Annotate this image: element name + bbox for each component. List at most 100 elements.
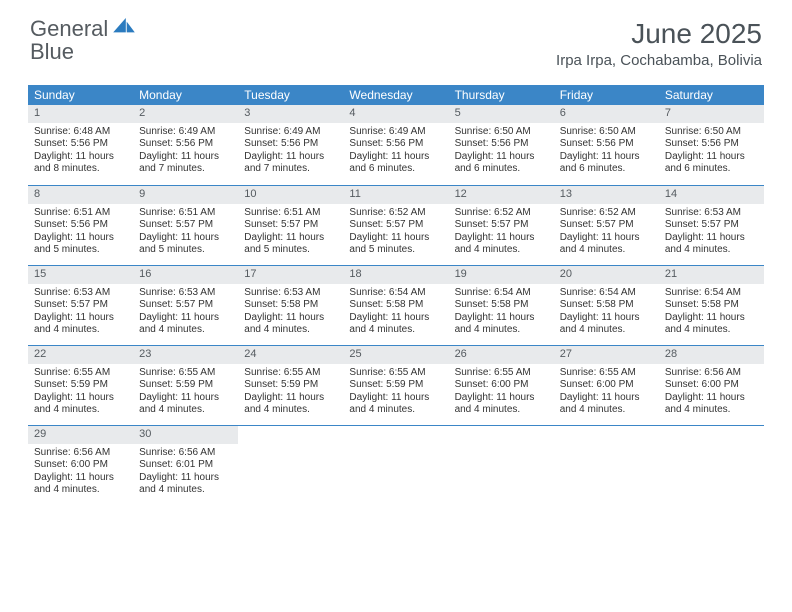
day-cell: 2Sunrise: 6:49 AMSunset: 5:56 PMDaylight… (133, 105, 238, 185)
daylight-text: Daylight: 11 hours and 4 minutes. (139, 472, 232, 497)
location: Irpa Irpa, Cochabamba, Bolivia (556, 52, 762, 69)
day-cell: 3Sunrise: 6:49 AMSunset: 5:56 PMDaylight… (238, 105, 343, 185)
day-cell: 29Sunrise: 6:56 AMSunset: 6:00 PMDayligh… (28, 426, 133, 505)
sunset-text: Sunset: 6:01 PM (139, 459, 232, 472)
logo-text: General Blue (30, 18, 135, 64)
day-body: Sunrise: 6:52 AMSunset: 5:57 PMDaylight:… (554, 204, 659, 263)
day-cell: 8Sunrise: 6:51 AMSunset: 5:56 PMDaylight… (28, 186, 133, 265)
day-body: Sunrise: 6:52 AMSunset: 5:57 PMDaylight:… (343, 204, 448, 263)
sunrise-text: Sunrise: 6:50 AM (665, 126, 758, 139)
day-number: 2 (133, 105, 238, 123)
sunrise-text: Sunrise: 6:55 AM (244, 367, 337, 380)
day-body: Sunrise: 6:52 AMSunset: 5:57 PMDaylight:… (449, 204, 554, 263)
sunrise-text: Sunrise: 6:54 AM (455, 287, 548, 300)
day-cell: 1Sunrise: 6:48 AMSunset: 5:56 PMDaylight… (28, 105, 133, 185)
day-cell: 6Sunrise: 6:50 AMSunset: 5:56 PMDaylight… (554, 105, 659, 185)
daylight-text: Daylight: 11 hours and 4 minutes. (34, 472, 127, 497)
sunset-text: Sunset: 5:56 PM (139, 138, 232, 151)
month-title: June 2025 (556, 18, 762, 50)
sunset-text: Sunset: 5:57 PM (34, 299, 127, 312)
sunset-text: Sunset: 5:57 PM (455, 219, 548, 232)
daylight-text: Daylight: 11 hours and 4 minutes. (34, 312, 127, 337)
daylight-text: Daylight: 11 hours and 4 minutes. (349, 312, 442, 337)
sunrise-text: Sunrise: 6:53 AM (665, 207, 758, 220)
daylight-text: Daylight: 11 hours and 6 minutes. (665, 151, 758, 176)
sunset-text: Sunset: 5:58 PM (349, 299, 442, 312)
day-number: 14 (659, 186, 764, 204)
weekday-friday: Friday (554, 85, 659, 105)
week-row: 22Sunrise: 6:55 AMSunset: 5:59 PMDayligh… (28, 345, 764, 425)
sunset-text: Sunset: 5:57 PM (244, 219, 337, 232)
day-cell: 24Sunrise: 6:55 AMSunset: 5:59 PMDayligh… (238, 346, 343, 425)
day-cell: 20Sunrise: 6:54 AMSunset: 5:58 PMDayligh… (554, 266, 659, 345)
sunrise-text: Sunrise: 6:54 AM (560, 287, 653, 300)
logo-word1: General (30, 16, 108, 41)
sunset-text: Sunset: 5:57 PM (139, 219, 232, 232)
sunrise-text: Sunrise: 6:51 AM (34, 207, 127, 220)
sunrise-text: Sunrise: 6:49 AM (139, 126, 232, 139)
sunset-text: Sunset: 5:59 PM (244, 379, 337, 392)
sunrise-text: Sunrise: 6:52 AM (349, 207, 442, 220)
day-cell: . (238, 426, 343, 505)
sunset-text: Sunset: 5:56 PM (244, 138, 337, 151)
day-number: 28 (659, 346, 764, 364)
day-cell: 27Sunrise: 6:55 AMSunset: 6:00 PMDayligh… (554, 346, 659, 425)
day-number: 17 (238, 266, 343, 284)
day-cell: . (659, 426, 764, 505)
day-cell: . (449, 426, 554, 505)
week-row: 29Sunrise: 6:56 AMSunset: 6:00 PMDayligh… (28, 425, 764, 505)
day-number: 5 (449, 105, 554, 123)
sunset-text: Sunset: 5:57 PM (665, 219, 758, 232)
day-cell: 17Sunrise: 6:53 AMSunset: 5:58 PMDayligh… (238, 266, 343, 345)
daylight-text: Daylight: 11 hours and 4 minutes. (455, 232, 548, 257)
day-cell: 5Sunrise: 6:50 AMSunset: 5:56 PMDaylight… (449, 105, 554, 185)
sunset-text: Sunset: 5:56 PM (665, 138, 758, 151)
sunrise-text: Sunrise: 6:55 AM (560, 367, 653, 380)
day-cell: 22Sunrise: 6:55 AMSunset: 5:59 PMDayligh… (28, 346, 133, 425)
day-body: Sunrise: 6:55 AMSunset: 6:00 PMDaylight:… (554, 364, 659, 423)
day-cell: 10Sunrise: 6:51 AMSunset: 5:57 PMDayligh… (238, 186, 343, 265)
sunrise-text: Sunrise: 6:50 AM (560, 126, 653, 139)
day-body: Sunrise: 6:54 AMSunset: 5:58 PMDaylight:… (449, 284, 554, 343)
day-body: Sunrise: 6:51 AMSunset: 5:56 PMDaylight:… (28, 204, 133, 263)
day-body: Sunrise: 6:53 AMSunset: 5:57 PMDaylight:… (659, 204, 764, 263)
sunset-text: Sunset: 5:58 PM (560, 299, 653, 312)
day-number: 18 (343, 266, 448, 284)
daylight-text: Daylight: 11 hours and 4 minutes. (244, 312, 337, 337)
daylight-text: Daylight: 11 hours and 7 minutes. (139, 151, 232, 176)
day-cell: 11Sunrise: 6:52 AMSunset: 5:57 PMDayligh… (343, 186, 448, 265)
sunset-text: Sunset: 5:56 PM (560, 138, 653, 151)
sunset-text: Sunset: 5:59 PM (139, 379, 232, 392)
day-body: Sunrise: 6:53 AMSunset: 5:57 PMDaylight:… (133, 284, 238, 343)
day-number: 24 (238, 346, 343, 364)
week-row: 15Sunrise: 6:53 AMSunset: 5:57 PMDayligh… (28, 265, 764, 345)
day-body: Sunrise: 6:51 AMSunset: 5:57 PMDaylight:… (133, 204, 238, 263)
sunrise-text: Sunrise: 6:53 AM (34, 287, 127, 300)
day-cell: 7Sunrise: 6:50 AMSunset: 5:56 PMDaylight… (659, 105, 764, 185)
day-number: 16 (133, 266, 238, 284)
header: General Blue June 2025 Irpa Irpa, Cochab… (0, 0, 792, 75)
logo-word2: Blue (30, 39, 74, 64)
daylight-text: Daylight: 11 hours and 4 minutes. (139, 312, 232, 337)
sunrise-text: Sunrise: 6:55 AM (34, 367, 127, 380)
day-body: Sunrise: 6:55 AMSunset: 6:00 PMDaylight:… (449, 364, 554, 423)
day-number: 12 (449, 186, 554, 204)
daylight-text: Daylight: 11 hours and 6 minutes. (455, 151, 548, 176)
sunrise-text: Sunrise: 6:53 AM (139, 287, 232, 300)
day-body: Sunrise: 6:54 AMSunset: 5:58 PMDaylight:… (554, 284, 659, 343)
weekday-tuesday: Tuesday (238, 85, 343, 105)
day-cell: . (343, 426, 448, 505)
daylight-text: Daylight: 11 hours and 4 minutes. (560, 312, 653, 337)
day-body: Sunrise: 6:51 AMSunset: 5:57 PMDaylight:… (238, 204, 343, 263)
day-number: 19 (449, 266, 554, 284)
day-body: Sunrise: 6:49 AMSunset: 5:56 PMDaylight:… (133, 123, 238, 182)
day-body: Sunrise: 6:56 AMSunset: 6:01 PMDaylight:… (133, 444, 238, 503)
sunset-text: Sunset: 5:56 PM (34, 138, 127, 151)
day-cell: 26Sunrise: 6:55 AMSunset: 6:00 PMDayligh… (449, 346, 554, 425)
sunrise-text: Sunrise: 6:54 AM (349, 287, 442, 300)
day-cell: 19Sunrise: 6:54 AMSunset: 5:58 PMDayligh… (449, 266, 554, 345)
weekday-row: SundayMondayTuesdayWednesdayThursdayFrid… (28, 85, 764, 105)
daylight-text: Daylight: 11 hours and 5 minutes. (349, 232, 442, 257)
sunrise-text: Sunrise: 6:53 AM (244, 287, 337, 300)
day-cell: 9Sunrise: 6:51 AMSunset: 5:57 PMDaylight… (133, 186, 238, 265)
